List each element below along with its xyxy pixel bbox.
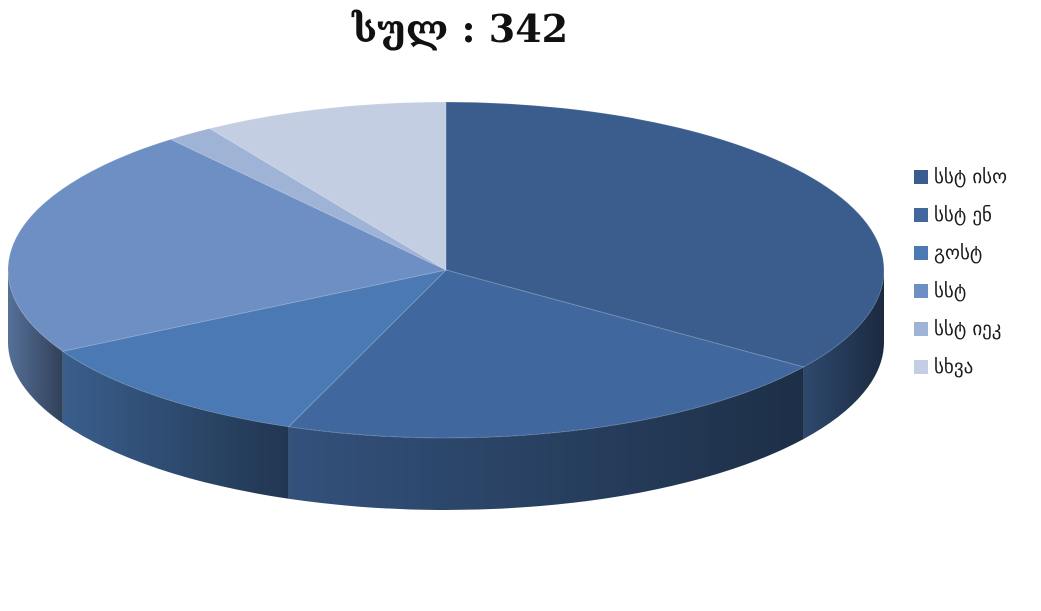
legend-label: სსტ იეკ xyxy=(934,318,1002,340)
legend-label: გოსტ xyxy=(934,242,983,264)
legend-label: სსტ ენ xyxy=(934,204,992,226)
pie-top xyxy=(7,101,885,439)
legend-label: სსტ ისო xyxy=(934,166,1008,188)
pie-side-2 xyxy=(62,351,289,499)
pie-slice-1 xyxy=(287,269,805,439)
pie-slice-2 xyxy=(61,269,448,428)
pie-sides xyxy=(8,270,884,510)
legend-item: სსტ ისო xyxy=(914,158,1007,196)
legend-item: სსტ xyxy=(914,272,1007,310)
legend-item: გოსტ xyxy=(914,234,1007,272)
pie-side-1 xyxy=(288,366,804,510)
legend-swatch xyxy=(914,246,928,260)
legend-swatch xyxy=(914,208,928,222)
pie-slice-4 xyxy=(169,127,447,271)
pie-side-3 xyxy=(8,270,63,424)
legend-label: სსტ xyxy=(934,280,967,302)
legend-item: სსტ ენ xyxy=(914,196,1007,234)
pie-slice-0 xyxy=(445,101,885,368)
legend-swatch xyxy=(914,322,928,336)
chart-legend: სსტ ისო სსტ ენ გოსტ სსტ სსტ იეკ სხვა xyxy=(914,158,1007,386)
pie-slice-5 xyxy=(208,101,447,271)
legend-item: სსტ იეკ xyxy=(914,310,1007,348)
legend-swatch xyxy=(914,170,928,184)
legend-item: სხვა xyxy=(914,348,1007,386)
pie-side-0 xyxy=(803,270,884,439)
legend-swatch xyxy=(914,284,928,298)
chart-title: სულ : 342 xyxy=(351,6,569,51)
pie-slice-3 xyxy=(7,138,448,352)
legend-swatch xyxy=(914,360,928,374)
legend-label: სხვა xyxy=(934,356,974,378)
